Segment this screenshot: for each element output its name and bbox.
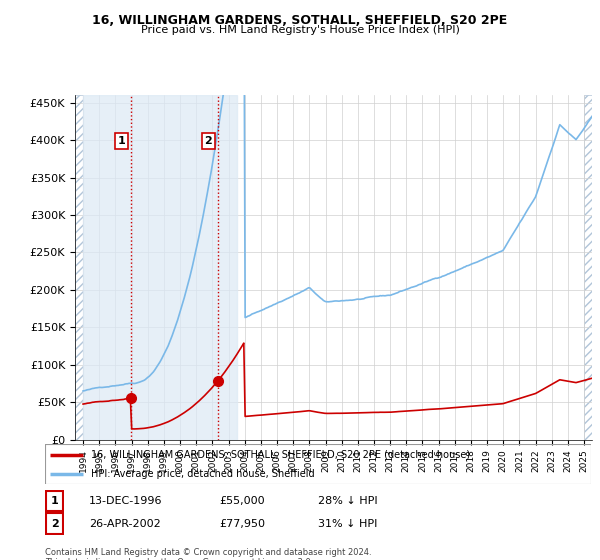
Bar bbox=[75, 95, 83, 440]
Text: 2: 2 bbox=[51, 519, 58, 529]
Text: 13-DEC-1996: 13-DEC-1996 bbox=[89, 496, 162, 506]
Bar bbox=[83, 95, 236, 440]
Text: Contains HM Land Registry data © Crown copyright and database right 2024.
This d: Contains HM Land Registry data © Crown c… bbox=[45, 548, 371, 560]
Text: £77,950: £77,950 bbox=[219, 519, 265, 529]
Bar bbox=[584, 95, 592, 440]
Text: Price paid vs. HM Land Registry's House Price Index (HPI): Price paid vs. HM Land Registry's House … bbox=[140, 25, 460, 35]
Bar bbox=[75, 95, 83, 440]
Text: HPI: Average price, detached house, Sheffield: HPI: Average price, detached house, Shef… bbox=[91, 469, 315, 478]
Text: 26-APR-2002: 26-APR-2002 bbox=[89, 519, 161, 529]
Text: 1: 1 bbox=[51, 496, 58, 506]
Text: £55,000: £55,000 bbox=[219, 496, 265, 506]
Text: 1: 1 bbox=[118, 136, 126, 146]
Text: 16, WILLINGHAM GARDENS, SOTHALL, SHEFFIELD, S20 2PE (detached house): 16, WILLINGHAM GARDENS, SOTHALL, SHEFFIE… bbox=[91, 450, 470, 460]
Text: 28% ↓ HPI: 28% ↓ HPI bbox=[318, 496, 377, 506]
Text: 2: 2 bbox=[205, 136, 212, 146]
Text: 31% ↓ HPI: 31% ↓ HPI bbox=[318, 519, 377, 529]
Text: 16, WILLINGHAM GARDENS, SOTHALL, SHEFFIELD, S20 2PE: 16, WILLINGHAM GARDENS, SOTHALL, SHEFFIE… bbox=[92, 14, 508, 27]
